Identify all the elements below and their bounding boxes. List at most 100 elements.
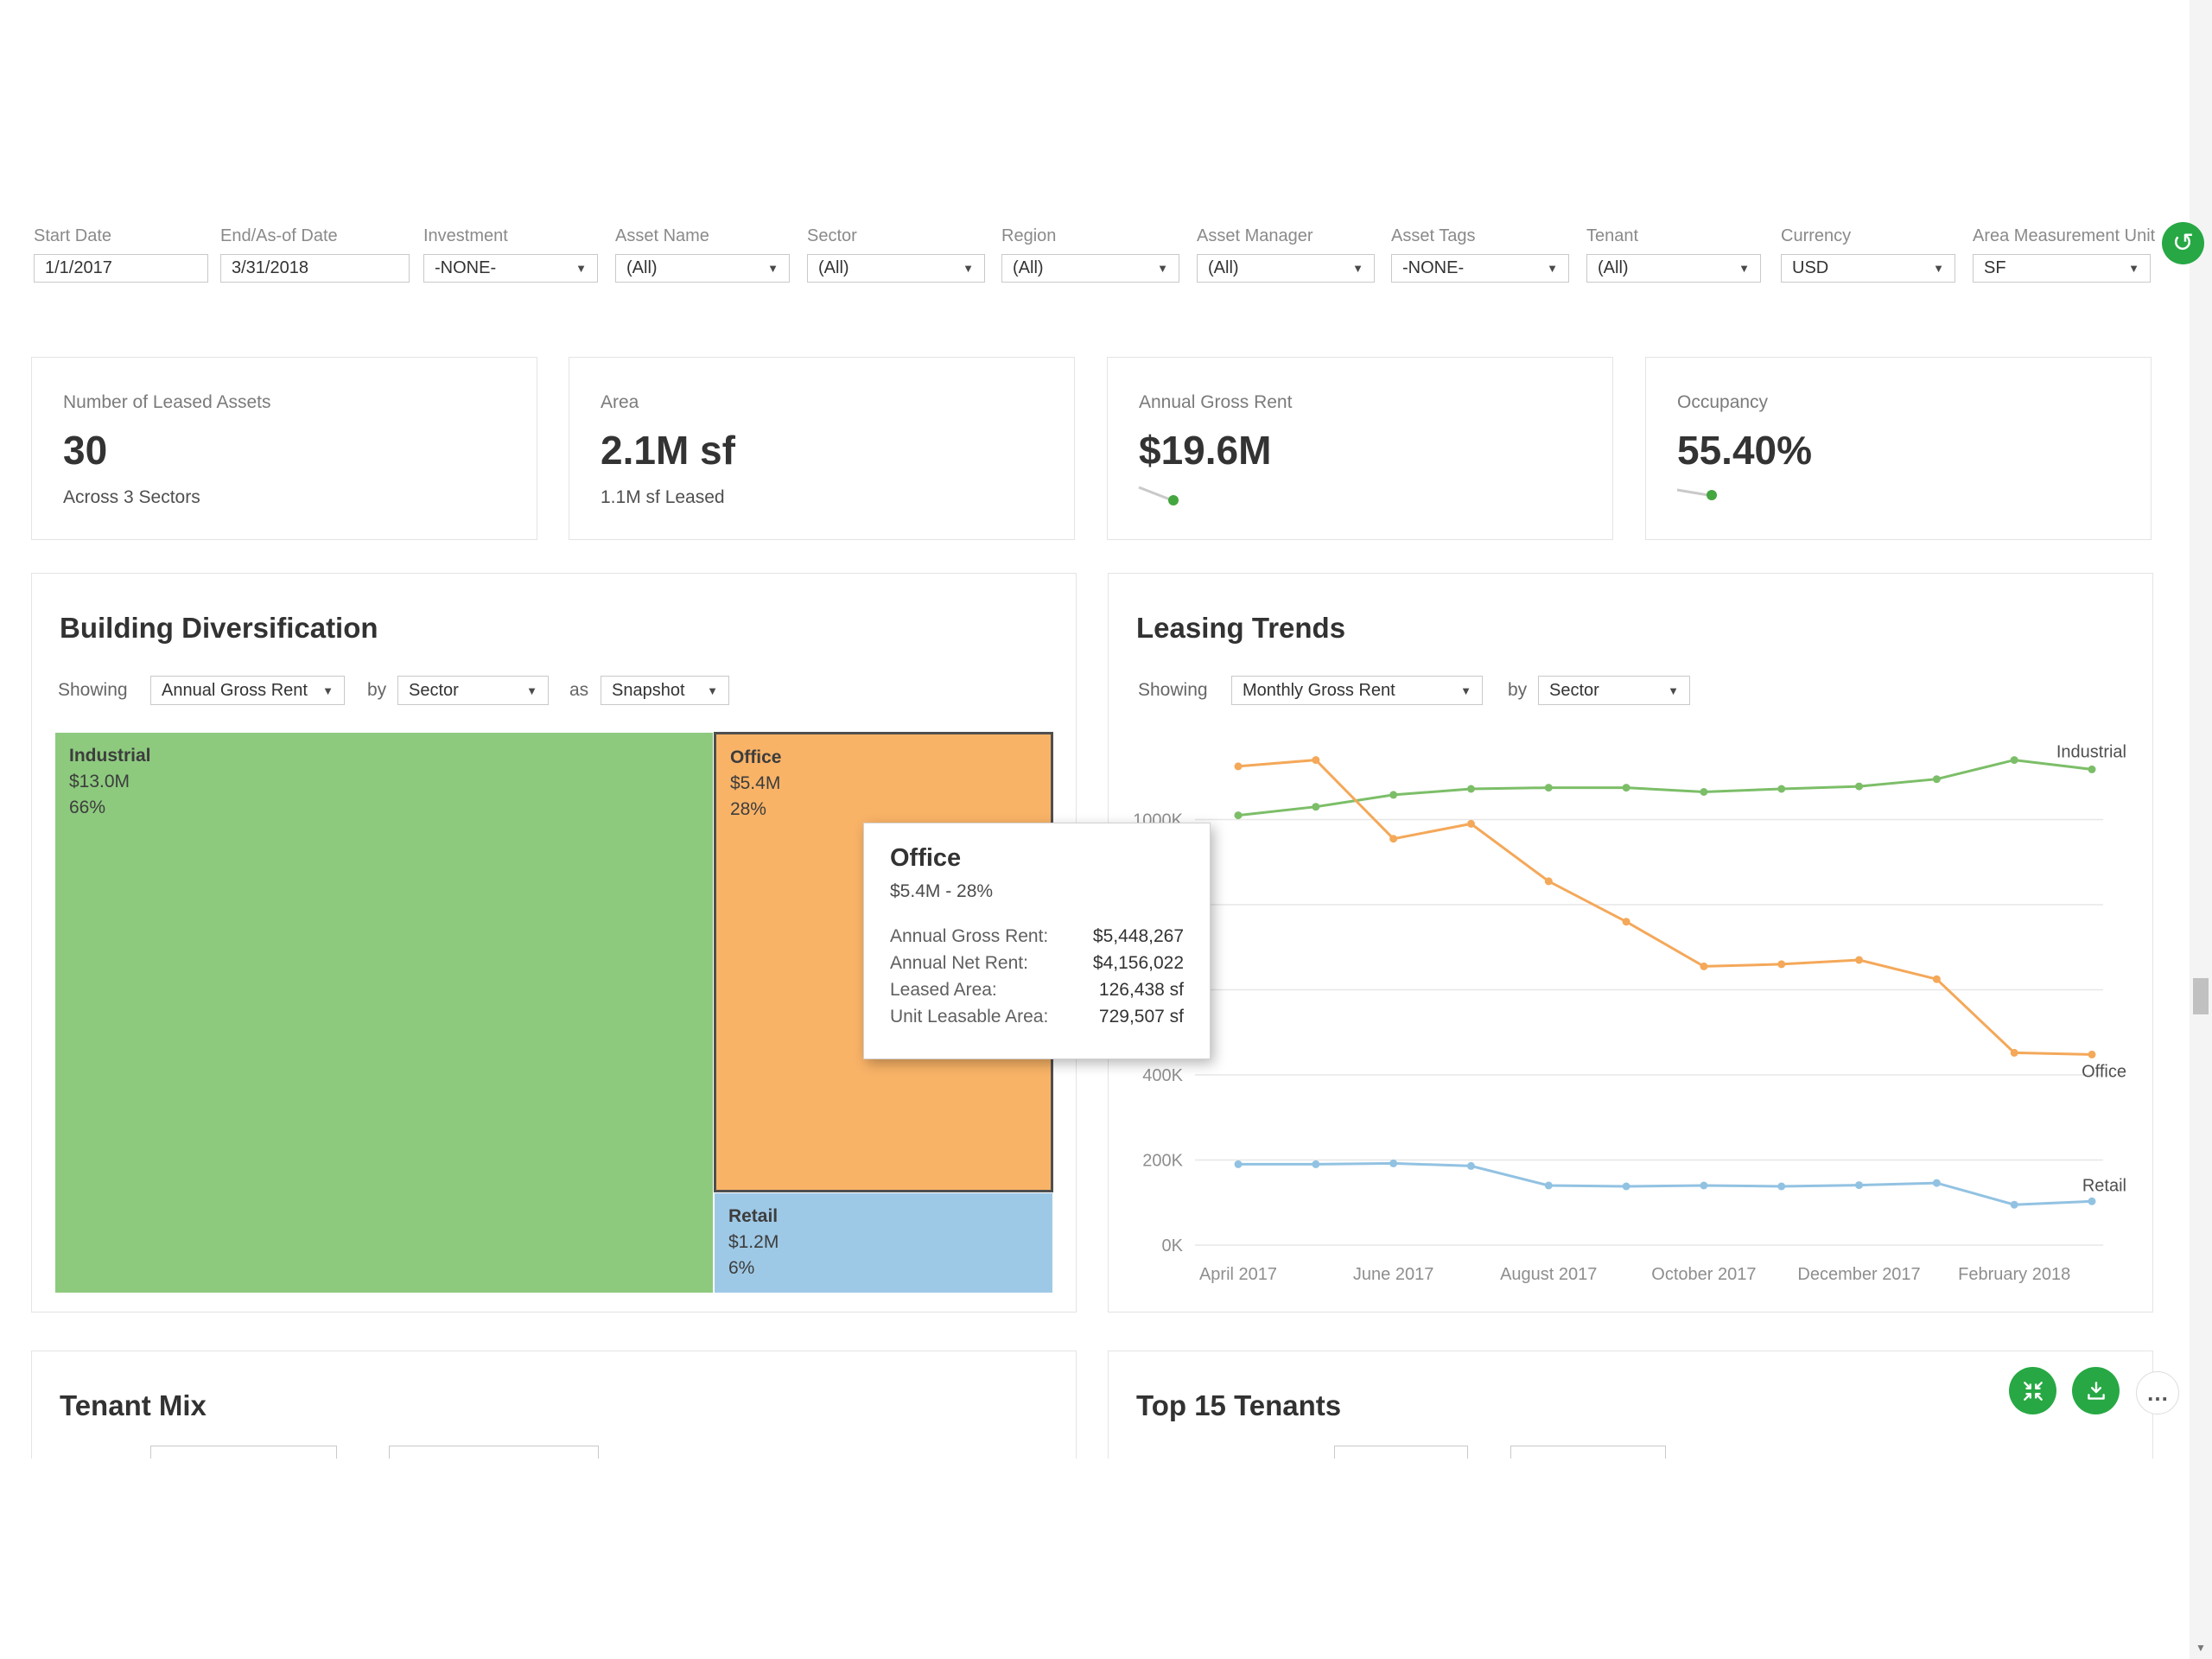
filter-start-date: Start Date <box>34 226 208 283</box>
asset-manager-dropdown[interactable]: (All) ▼ <box>1197 254 1375 283</box>
cell-value: $1.2M <box>728 1232 779 1252</box>
filter-label: End/As-of Date <box>220 226 338 245</box>
dimension-dropdown[interactable] <box>389 1446 599 1459</box>
tooltip-row: Unit Leasable Area: 729,507 sf <box>890 1003 1184 1030</box>
chart-controls: Showing Annual Gross Rent ▼ by Sector ▼ … <box>32 676 1076 705</box>
more-options-button[interactable]: … <box>2136 1371 2179 1414</box>
treemap-tooltip: Office $5.4M - 28% Annual Gross Rent: $5… <box>863 823 1211 1059</box>
scroll-down-arrow-icon[interactable]: ▼ <box>2196 1642 2206 1654</box>
filter-label: Area Measurement Unit <box>1973 226 2156 245</box>
cell-name: Industrial <box>69 746 151 766</box>
tenant-dropdown[interactable]: (All) ▼ <box>1586 254 1761 283</box>
dropdown-caret-icon: ▼ <box>1157 262 1168 275</box>
svg-text:0K: 0K <box>1162 1236 1184 1255</box>
sector-dropdown[interactable]: (All) ▼ <box>807 254 985 283</box>
dropdown-caret-icon: ▼ <box>1352 262 1363 275</box>
end-date-input[interactable] <box>220 254 410 283</box>
view-mode-dropdown[interactable]: Snapshot ▼ <box>601 676 729 705</box>
cell-value: $13.0M <box>69 772 130 791</box>
by-label: by <box>1508 680 1528 700</box>
cell-percent: 28% <box>729 799 766 819</box>
dropdown-caret-icon: ▼ <box>575 262 587 275</box>
panel-title: Building Diversification <box>60 612 378 644</box>
filter-label: Asset Manager <box>1197 226 1313 245</box>
showing-label: Showing <box>1138 680 1208 700</box>
svg-text:Retail: Retail <box>2082 1176 2126 1195</box>
download-button[interactable] <box>2072 1367 2120 1414</box>
cell-percent: 6% <box>728 1258 755 1278</box>
scrollbar-thumb[interactable] <box>2193 978 2209 1014</box>
asset-name-dropdown[interactable]: (All) ▼ <box>615 254 790 283</box>
filter-tenant: Tenant (All) ▼ <box>1586 226 1761 283</box>
dropdown-caret-icon: ▼ <box>963 262 974 275</box>
dropdown-value: (All) <box>1013 258 1044 277</box>
tooltip-rows: Annual Gross Rent: $5,448,267 Annual Net… <box>890 923 1184 1030</box>
showing-label: Showing <box>58 680 128 700</box>
leasing-trends-panel: Leasing Trends Showing Monthly Gross Ren… <box>1108 573 2153 1313</box>
svg-text:200K: 200K <box>1142 1152 1183 1171</box>
measure-dropdown[interactable] <box>150 1446 337 1459</box>
dimension-dropdown[interactable]: Sector ▼ <box>397 676 549 705</box>
dropdown-value: Sector <box>409 680 459 700</box>
sparkline <box>1674 479 2151 512</box>
dropdown-caret-icon: ▼ <box>322 683 334 697</box>
filter-area-unit: Area Measurement Unit SF ▼ <box>1973 226 2156 283</box>
dropdown-caret-icon: ▼ <box>1547 262 1558 275</box>
currency-dropdown[interactable]: USD ▼ <box>1781 254 1955 283</box>
kpi-subtext: Across 3 Sectors <box>63 487 200 507</box>
dropdown-value: (All) <box>1208 258 1239 277</box>
kpi-subtext: 1.1M sf Leased <box>601 487 725 507</box>
dropdown-value: Monthly Gross Rent <box>1243 680 1395 700</box>
asset-tags-dropdown[interactable]: -NONE- ▼ <box>1391 254 1569 283</box>
sparkline <box>1135 479 1612 512</box>
area-unit-dropdown[interactable]: SF ▼ <box>1973 254 2151 283</box>
tooltip-row-label: Leased Area: <box>890 980 997 1000</box>
treemap-cell-industrial[interactable]: Industrial $13.0M 66% <box>54 732 714 1294</box>
start-date-input[interactable] <box>34 254 208 283</box>
svg-text:Industrial: Industrial <box>2056 742 2126 761</box>
vertical-scrollbar[interactable]: ▼ <box>2190 0 2212 1659</box>
collapse-button[interactable] <box>2009 1367 2056 1414</box>
region-dropdown[interactable]: (All) ▼ <box>1001 254 1179 283</box>
investment-dropdown[interactable]: -NONE- ▼ <box>423 254 598 283</box>
filter-asset-tags: Asset Tags -NONE- ▼ <box>1391 226 1569 283</box>
tooltip-row: Annual Net Rent: $4,156,022 <box>890 950 1184 976</box>
measure-dropdown[interactable]: Annual Gross Rent ▼ <box>150 676 345 705</box>
dropdown-value: (All) <box>1598 258 1629 277</box>
filter-label: Sector <box>807 226 857 245</box>
tooltip-row-value: 126,438 sf <box>1098 980 1184 1000</box>
treemap-cell-retail[interactable]: Retail $1.2M 6% <box>713 1192 1053 1294</box>
cell-name: Office <box>729 747 782 767</box>
download-icon <box>2087 1381 2105 1400</box>
tooltip-row-value: 729,507 sf <box>1098 1007 1184 1027</box>
svg-text:August 2017: August 2017 <box>1500 1265 1597 1284</box>
dropdown-value: -NONE- <box>435 258 497 277</box>
dimension-dropdown[interactable] <box>1510 1446 1666 1459</box>
dropdown-caret-icon: ▼ <box>526 683 537 697</box>
tooltip-row-value: $4,156,022 <box>1092 953 1184 973</box>
filter-label: Asset Tags <box>1391 226 1476 245</box>
svg-text:December 2017: December 2017 <box>1797 1265 1920 1284</box>
by-label: by <box>367 680 387 700</box>
dropdown-caret-icon: ▼ <box>767 262 779 275</box>
measure-dropdown[interactable]: Monthly Gross Rent ▼ <box>1231 676 1483 705</box>
filter-asset-name: Asset Name (All) ▼ <box>615 226 790 283</box>
undo-button[interactable]: ↺ <box>2162 222 2204 264</box>
dropdown-caret-icon: ▼ <box>1933 262 1944 275</box>
measure-dropdown[interactable] <box>1334 1446 1468 1459</box>
panel-title: Leasing Trends <box>1136 612 1346 644</box>
chart-controls: Showing Monthly Gross Rent ▼ by Sector ▼ <box>1109 676 2152 705</box>
kpi-card-leased-assets: Number of Leased Assets 30 Across 3 Sect… <box>31 357 537 540</box>
dropdown-value: -NONE- <box>1402 258 1465 277</box>
svg-text:April 2017: April 2017 <box>1199 1265 1277 1284</box>
dimension-dropdown[interactable]: Sector ▼ <box>1538 676 1690 705</box>
cell-name: Retail <box>728 1206 779 1226</box>
filter-sector: Sector (All) ▼ <box>807 226 985 283</box>
filter-label: Investment <box>423 226 508 245</box>
kpi-value: 55.40% <box>1677 428 1813 473</box>
kpi-card-area: Area 2.1M sf 1.1M sf Leased <box>569 357 1075 540</box>
filter-investment: Investment -NONE- ▼ <box>423 226 598 283</box>
svg-text:February 2018: February 2018 <box>1958 1265 2070 1284</box>
cell-percent: 66% <box>69 798 106 817</box>
